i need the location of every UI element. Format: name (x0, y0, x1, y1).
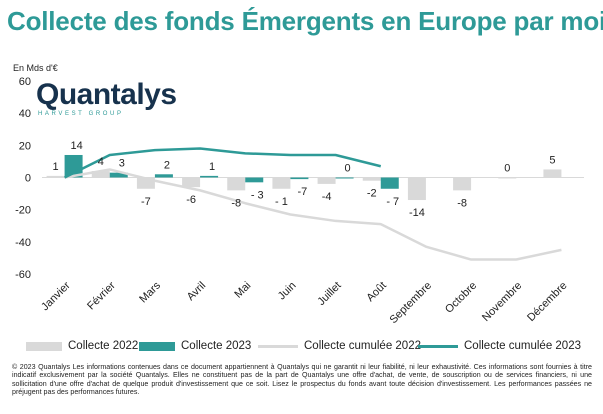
quantalys-logo: Quantalys HARVEST GROUP (36, 78, 177, 118)
bar-collecte-2023 (290, 177, 309, 180)
bar-collecte-2022 (182, 177, 201, 188)
data-label-2022: -6 (186, 194, 196, 206)
x-tick-label: Octobre (443, 280, 479, 316)
x-tick-label: Juillet (315, 280, 343, 308)
bar-collecte-2023 (109, 172, 128, 178)
bar-collecte-2022 (91, 171, 110, 178)
data-label-2023: 1 (209, 161, 215, 173)
x-tick-label: Janvier (39, 279, 73, 313)
x-tick-label: Avril (185, 280, 208, 303)
x-tick-label: Novembre (480, 280, 524, 324)
bar-collecte-2022 (407, 177, 426, 201)
legend-label: Collecte cumulée 2023 (464, 340, 581, 352)
y-tick-label: 20 (19, 140, 31, 152)
bar-collecte-2022 (46, 175, 65, 178)
y-tick-label: 60 (19, 76, 31, 88)
legend-item-cumulee-2022: Collecte cumulée 2022 (258, 340, 421, 352)
legend-item-collecte-2022: Collecte 2022 (26, 340, 138, 352)
data-label-2022: - 1 (275, 196, 288, 208)
data-label-2022: -8 (457, 197, 467, 209)
data-label-2023: 3 (119, 158, 125, 170)
chart-legend: Collecte 2022 Collecte 2023 Collecte cum… (0, 340, 603, 358)
data-label-2022: -7 (141, 196, 151, 208)
bar-collecte-2023 (380, 177, 399, 189)
x-tick-label: Août (364, 280, 388, 304)
legend-swatch-2023-line (418, 344, 458, 348)
data-label-2023: 14 (70, 140, 82, 152)
data-label-2023: - 3 (251, 189, 264, 201)
data-label-2022: -14 (409, 207, 425, 219)
bar-collecte-2022 (227, 177, 246, 191)
data-label-2023: -7 (298, 186, 308, 198)
data-label-2022: 1 (53, 161, 59, 173)
y-tick-label: -20 (15, 205, 31, 217)
legend-swatch-2022-line (258, 344, 298, 348)
y-axis-unit-label: En Mds d'€ (13, 63, 58, 73)
y-tick-label: 40 (19, 108, 31, 120)
data-label-2022: -4 (322, 191, 332, 203)
legend-swatch-2022-bar (26, 341, 62, 351)
line-collecte-cumulee-2022 (64, 168, 562, 261)
chart-title: Collecte des fonds Émergents en Europe p… (7, 6, 603, 36)
x-tick-label: Juin (276, 280, 299, 303)
logo-word: Quantalys (36, 78, 177, 111)
legend-swatch-2023-bar (139, 341, 175, 351)
bar-collecte-2023 (200, 175, 219, 178)
x-tick-label: Mai (232, 280, 253, 301)
x-tick-label: Septembre (388, 280, 435, 327)
bar-collecte-2022 (453, 177, 472, 191)
logo-subtitle: HARVEST GROUP (38, 111, 124, 117)
data-label-2022: -8 (231, 197, 241, 209)
bar-collecte-2022 (498, 177, 517, 179)
data-label-2023: - 7 (386, 196, 399, 208)
x-tick-label: Décembre (525, 280, 569, 324)
legend-label: Collecte 2022 (68, 340, 139, 352)
data-label-2022: -2 (367, 188, 377, 200)
bar-collecte-2023 (154, 174, 173, 178)
data-label-2022: 4 (98, 156, 104, 168)
y-tick-label: -40 (15, 237, 31, 249)
y-tick-label: -60 (15, 269, 31, 281)
bar-collecte-2022 (362, 177, 381, 181)
x-tick-label: Février (85, 279, 118, 312)
bar-collecte-2023 (245, 177, 264, 183)
bar-collecte-2022 (317, 177, 336, 184)
bar-collecte-2022 (272, 177, 291, 189)
data-label-2022: 0 (504, 163, 510, 175)
y-tick-label: 0 (25, 173, 31, 185)
data-label-2023: 2 (164, 159, 170, 171)
legend-item-cumulee-2023: Collecte cumulée 2023 (418, 340, 581, 352)
legend-item-collecte-2023: Collecte 2023 (139, 340, 251, 352)
line-collecte-cumulee-2023 (64, 147, 382, 179)
data-label-2023: 0 (345, 163, 351, 175)
x-tick-label: Mars (137, 279, 163, 305)
data-label-2022: 5 (549, 154, 555, 166)
legend-label: Collecte cumulée 2022 (304, 340, 421, 352)
bar-collecte-2023 (335, 177, 354, 179)
disclaimer-text: © 2023 Quantalys Les informations conten… (12, 363, 592, 397)
bar-collecte-2022 (543, 169, 562, 178)
legend-label: Collecte 2023 (181, 340, 252, 352)
bar-collecte-2022 (136, 177, 155, 189)
